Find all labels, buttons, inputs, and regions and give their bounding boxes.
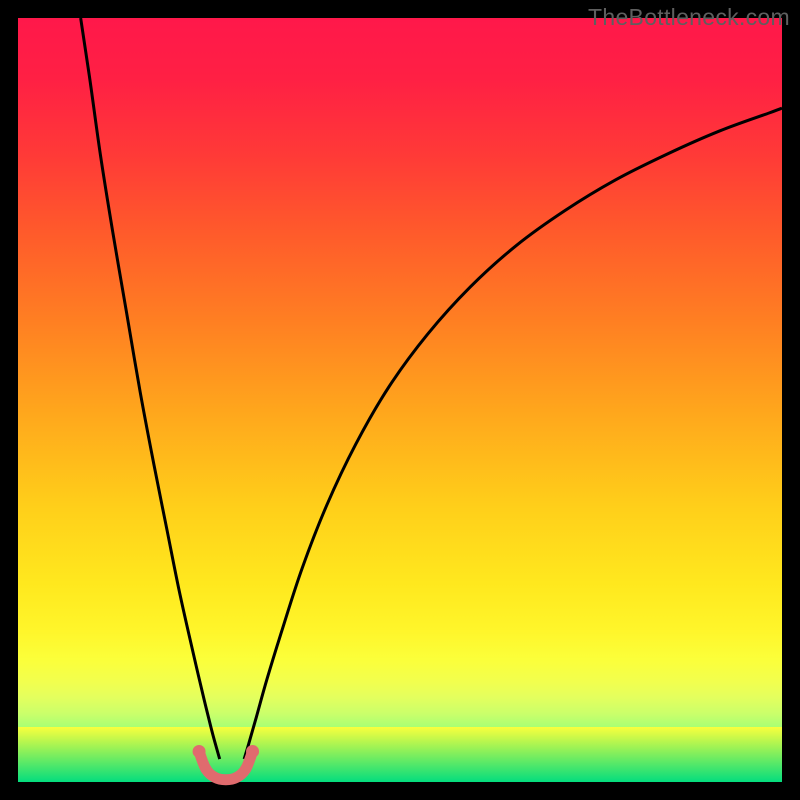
watermark-text: TheBottleneck.com: [588, 4, 790, 31]
plot-background: [18, 18, 782, 782]
chart-svg: [0, 0, 800, 800]
notch-end-dot: [193, 745, 206, 758]
bottom-band: [18, 727, 782, 782]
bottleneck-chart-stage: TheBottleneck.com: [0, 0, 800, 800]
notch-inner-dot: [200, 763, 211, 774]
notch-end-dot: [246, 745, 259, 758]
notch-inner-dot: [240, 763, 251, 774]
